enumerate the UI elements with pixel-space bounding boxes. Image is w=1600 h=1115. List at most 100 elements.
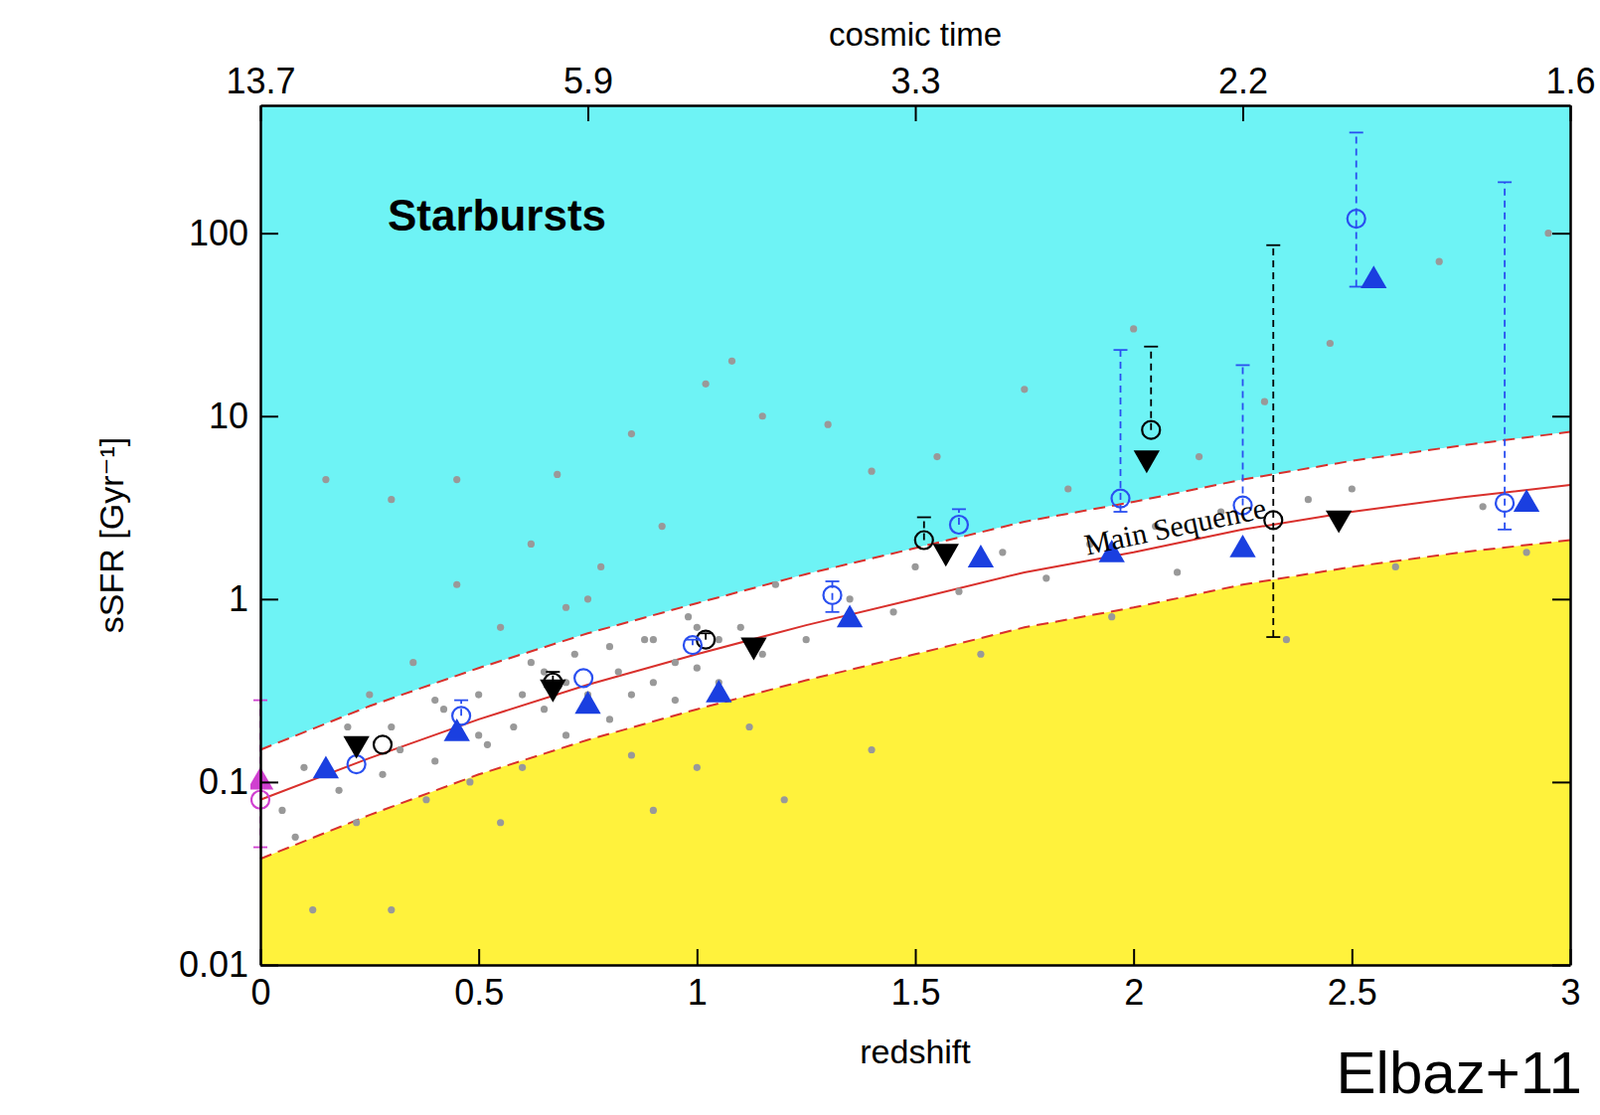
point <box>509 723 517 731</box>
error-bar-line <box>704 633 707 640</box>
point <box>1020 385 1028 393</box>
point <box>836 605 863 629</box>
error-bar-cap <box>917 516 932 519</box>
tick-label: 0.5 <box>454 971 504 1013</box>
error-bar-cap <box>1349 286 1364 289</box>
tick <box>1552 782 1571 784</box>
error-bar-cap <box>1497 528 1512 531</box>
point <box>649 806 657 814</box>
point <box>781 796 789 803</box>
point <box>496 818 504 826</box>
tick-label: 0.1 <box>198 761 249 802</box>
point <box>334 787 342 795</box>
tick: 10 <box>208 395 279 437</box>
error-bar <box>1497 181 1512 529</box>
point <box>343 723 351 731</box>
point <box>867 468 875 476</box>
point <box>422 796 430 803</box>
tick <box>1552 416 1571 418</box>
point <box>933 543 960 567</box>
point <box>824 421 832 429</box>
marks <box>250 132 1571 914</box>
point <box>571 650 579 658</box>
tick: 2.5 <box>1327 949 1378 1013</box>
error-bar <box>1236 364 1251 505</box>
tick: 0.1 <box>198 761 279 802</box>
tick-mark <box>260 598 279 601</box>
point <box>475 690 482 698</box>
point <box>1282 636 1290 643</box>
annotation: Starbursts <box>387 190 607 240</box>
point <box>606 642 614 650</box>
tick-mark <box>915 105 918 122</box>
point <box>378 771 386 779</box>
point <box>615 667 623 675</box>
tick-label: 2.5 <box>1327 971 1378 1013</box>
point <box>1436 258 1443 266</box>
point <box>373 735 392 754</box>
error-bar <box>1113 349 1127 512</box>
tick-label: 1 <box>687 971 708 1013</box>
point <box>889 608 897 616</box>
point <box>1495 493 1514 512</box>
point <box>527 658 535 666</box>
point <box>562 731 570 739</box>
tick-label: 3 <box>1560 971 1581 1013</box>
point <box>1133 450 1160 474</box>
tick-mark <box>260 415 279 418</box>
point <box>740 638 767 661</box>
error-bar <box>698 633 713 640</box>
tick: 0.01 <box>178 944 279 985</box>
point <box>496 624 504 632</box>
x2-axis: 13.75.93.32.21.6 <box>225 60 1596 122</box>
point <box>606 715 614 723</box>
error-bar-cap <box>825 580 840 583</box>
point <box>321 476 329 483</box>
error-bar-cap <box>825 611 840 614</box>
point <box>1108 613 1116 621</box>
point <box>955 588 962 596</box>
tick-mark <box>696 949 699 965</box>
point <box>976 650 984 658</box>
point <box>453 581 461 589</box>
point <box>802 636 810 643</box>
tick-label: 1 <box>228 578 249 620</box>
point <box>553 471 561 479</box>
point <box>846 595 854 603</box>
point <box>950 515 968 534</box>
point <box>574 668 593 687</box>
point <box>671 658 679 666</box>
error-bar-cap <box>1497 180 1512 183</box>
point <box>759 650 767 658</box>
point <box>915 531 934 550</box>
axis-line <box>259 106 263 966</box>
point <box>1392 563 1400 571</box>
point <box>683 636 702 654</box>
error-bar-cap <box>1113 510 1127 513</box>
point <box>715 636 723 643</box>
error-bar-line <box>1503 181 1506 529</box>
point <box>702 380 710 388</box>
point <box>998 548 1006 556</box>
point <box>431 757 439 765</box>
point <box>705 679 732 703</box>
point <box>967 544 994 568</box>
line <box>260 484 1571 800</box>
tick-label: 1.5 <box>890 971 941 1013</box>
point <box>1522 548 1530 556</box>
point <box>823 586 842 605</box>
point <box>772 581 780 589</box>
point <box>292 833 300 841</box>
point <box>466 778 474 786</box>
point <box>387 906 395 914</box>
tick <box>1552 964 1571 966</box>
tick-mark <box>1552 781 1571 784</box>
error-bar-line <box>923 517 926 541</box>
x-axis-title: redshift <box>859 1032 971 1071</box>
error-bar-line <box>958 508 960 525</box>
point <box>933 453 941 461</box>
point <box>693 624 701 632</box>
quiescent-region <box>260 540 1571 965</box>
point <box>409 658 417 666</box>
tick-label: 100 <box>188 212 249 254</box>
